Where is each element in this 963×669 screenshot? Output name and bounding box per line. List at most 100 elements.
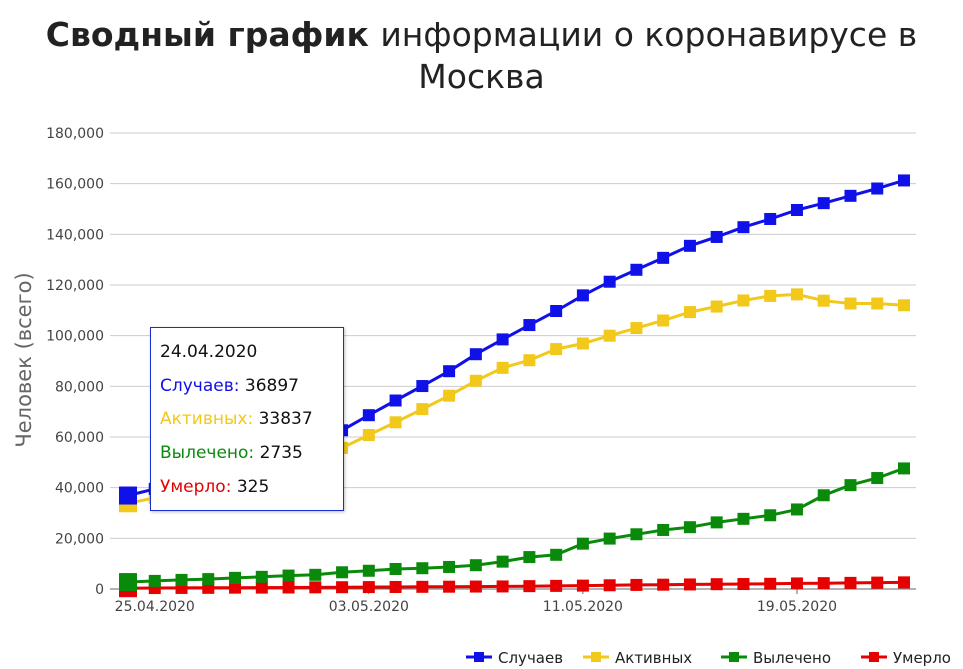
data-point[interactable] bbox=[817, 489, 830, 502]
data-point[interactable] bbox=[603, 329, 616, 342]
data-point[interactable] bbox=[737, 221, 750, 234]
data-point[interactable] bbox=[550, 548, 563, 561]
data-point[interactable] bbox=[336, 581, 349, 594]
data-point[interactable] bbox=[496, 333, 509, 346]
data-point[interactable] bbox=[523, 354, 536, 367]
data-point[interactable] bbox=[737, 578, 750, 591]
data-point[interactable] bbox=[362, 564, 375, 577]
data-point[interactable] bbox=[603, 275, 616, 288]
data-point[interactable] bbox=[844, 189, 857, 202]
data-point[interactable] bbox=[336, 566, 349, 579]
data-point[interactable] bbox=[710, 230, 723, 243]
data-point[interactable] bbox=[790, 288, 803, 301]
data-point[interactable] bbox=[710, 300, 723, 313]
data-point[interactable] bbox=[119, 573, 137, 592]
data-point[interactable] bbox=[309, 568, 322, 581]
data-point[interactable] bbox=[764, 509, 777, 522]
data-point[interactable] bbox=[229, 571, 242, 584]
data-point[interactable] bbox=[148, 574, 161, 587]
data-point[interactable] bbox=[630, 263, 643, 276]
data-point[interactable] bbox=[898, 299, 910, 312]
data-point[interactable] bbox=[229, 581, 242, 594]
data-point[interactable] bbox=[871, 472, 884, 485]
data-point[interactable] bbox=[389, 580, 402, 593]
data-point[interactable] bbox=[576, 289, 589, 302]
data-point[interactable] bbox=[630, 578, 643, 591]
data-point[interactable] bbox=[389, 394, 402, 407]
data-point[interactable] bbox=[119, 486, 137, 505]
data-point[interactable] bbox=[683, 521, 696, 534]
data-point[interactable] bbox=[202, 573, 215, 586]
data-point[interactable] bbox=[817, 197, 830, 210]
data-point[interactable] bbox=[469, 580, 482, 593]
data-point[interactable] bbox=[603, 579, 616, 592]
data-point[interactable] bbox=[657, 251, 670, 264]
data-point[interactable] bbox=[871, 297, 884, 310]
data-point[interactable] bbox=[443, 560, 456, 573]
data-point[interactable] bbox=[683, 578, 696, 591]
data-point[interactable] bbox=[576, 537, 589, 550]
data-point[interactable] bbox=[362, 581, 375, 594]
data-point[interactable] bbox=[362, 428, 375, 441]
data-point[interactable] bbox=[416, 562, 429, 575]
data-point[interactable] bbox=[898, 174, 910, 187]
data-point[interactable] bbox=[416, 403, 429, 416]
data-point[interactable] bbox=[443, 365, 456, 378]
data-point[interactable] bbox=[255, 581, 268, 594]
data-point[interactable] bbox=[309, 581, 322, 594]
data-point[interactable] bbox=[443, 389, 456, 402]
data-point[interactable] bbox=[683, 306, 696, 319]
data-point[interactable] bbox=[496, 555, 509, 568]
legend-item[interactable]: Активных bbox=[583, 649, 692, 667]
data-point[interactable] bbox=[443, 580, 456, 593]
data-point[interactable] bbox=[282, 581, 295, 594]
data-point[interactable] bbox=[657, 578, 670, 591]
data-point[interactable] bbox=[630, 322, 643, 335]
data-point[interactable] bbox=[764, 212, 777, 225]
legend-item[interactable]: Вылечено bbox=[721, 649, 831, 667]
data-point[interactable] bbox=[790, 503, 803, 516]
data-point[interactable] bbox=[255, 570, 268, 583]
data-point[interactable] bbox=[817, 294, 830, 307]
data-point[interactable] bbox=[523, 319, 536, 332]
data-point[interactable] bbox=[657, 523, 670, 536]
data-point[interactable] bbox=[523, 551, 536, 564]
data-point[interactable] bbox=[389, 562, 402, 575]
data-point[interactable] bbox=[550, 304, 563, 317]
data-point[interactable] bbox=[710, 516, 723, 529]
data-point[interactable] bbox=[496, 361, 509, 374]
data-point[interactable] bbox=[389, 416, 402, 429]
data-point[interactable] bbox=[416, 380, 429, 393]
data-point[interactable] bbox=[790, 203, 803, 216]
data-point[interactable] bbox=[710, 578, 723, 591]
data-point[interactable] bbox=[469, 559, 482, 572]
data-point[interactable] bbox=[764, 289, 777, 302]
data-point[interactable] bbox=[790, 577, 803, 590]
data-point[interactable] bbox=[469, 348, 482, 361]
data-point[interactable] bbox=[469, 374, 482, 387]
data-point[interactable] bbox=[737, 512, 750, 525]
data-point[interactable] bbox=[496, 580, 509, 593]
data-point[interactable] bbox=[817, 577, 830, 590]
data-point[interactable] bbox=[871, 182, 884, 195]
data-point[interactable] bbox=[898, 462, 910, 475]
legend-item[interactable]: Умерло bbox=[861, 649, 951, 667]
data-point[interactable] bbox=[844, 297, 857, 310]
legend-item[interactable]: Случаев bbox=[466, 649, 563, 667]
data-point[interactable] bbox=[523, 580, 536, 593]
data-point[interactable] bbox=[630, 528, 643, 541]
data-point[interactable] bbox=[657, 314, 670, 327]
data-point[interactable] bbox=[683, 239, 696, 252]
data-point[interactable] bbox=[764, 577, 777, 590]
data-point[interactable] bbox=[844, 576, 857, 589]
data-point[interactable] bbox=[737, 294, 750, 307]
data-point[interactable] bbox=[282, 569, 295, 582]
data-point[interactable] bbox=[550, 343, 563, 356]
data-point[interactable] bbox=[871, 576, 884, 589]
data-point[interactable] bbox=[898, 576, 910, 589]
data-point[interactable] bbox=[603, 532, 616, 545]
data-point[interactable] bbox=[362, 409, 375, 422]
data-point[interactable] bbox=[550, 579, 563, 592]
legend[interactable]: Случаев Активных Вылечено Умерло bbox=[466, 649, 951, 667]
data-point[interactable] bbox=[175, 573, 188, 586]
